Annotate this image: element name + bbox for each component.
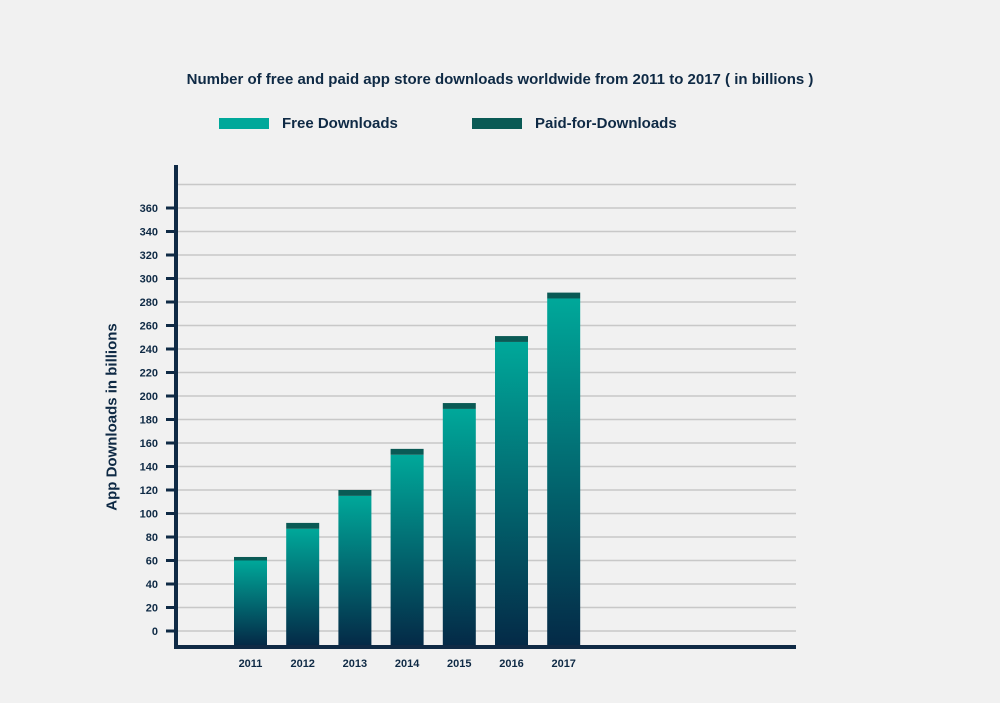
y-tick-label: 240 <box>140 344 158 356</box>
y-tick-label: 40 <box>146 579 158 591</box>
bar-paid-2013 <box>338 490 372 496</box>
y-tick-label: 0 <box>152 626 158 638</box>
bar-free-2011 <box>234 560 267 645</box>
legend-label-paid: Paid-for-Downloads <box>535 115 677 132</box>
y-tick-label: 180 <box>140 415 158 427</box>
y-tick-label: 80 <box>146 532 158 544</box>
bar-paid-2016 <box>495 336 528 342</box>
y-tick-label: 100 <box>140 509 158 521</box>
x-tick-label: 2014 <box>395 658 420 670</box>
legend-item-free-downloads: Free Downloads <box>219 115 398 132</box>
y-tick-label: 220 <box>140 368 158 380</box>
y-tick-label: 280 <box>140 297 158 309</box>
bar-paid-2014 <box>390 448 424 455</box>
x-tick-label: 2016 <box>499 658 523 670</box>
legend-label-free: Free Downloads <box>282 115 398 132</box>
y-tick-label: 200 <box>140 391 158 403</box>
chart-title: Number of free and paid app store downlo… <box>186 71 814 88</box>
x-tick-label: 2015 <box>447 658 471 670</box>
bar-paid-2015 <box>442 403 476 409</box>
y-tick-label: 320 <box>140 250 158 262</box>
legend-swatch-paid <box>472 118 522 129</box>
grid-lines <box>176 183 796 632</box>
legend-item-paid-downloads: Paid-for-Downloads <box>472 115 677 132</box>
x-tick-label: 2011 <box>239 658 263 670</box>
bar-free-2017 <box>547 298 581 645</box>
bars <box>234 292 581 645</box>
bar-free-2013 <box>338 495 372 645</box>
y-tick-label: 340 <box>140 227 158 239</box>
y-tick-label: 20 <box>146 603 158 615</box>
bar-free-2016 <box>495 341 528 645</box>
y-tick-label: 120 <box>140 485 158 497</box>
y-tick-label: 300 <box>140 274 158 286</box>
bar-free-2014 <box>390 454 424 645</box>
y-tick-label: 160 <box>140 438 158 450</box>
bar-paid-2012 <box>286 522 320 529</box>
y-tick-label: 360 <box>140 203 158 215</box>
x-axis-labels: 2011 2012 2013 2014 2015 2016 2017 <box>239 658 576 670</box>
legend-swatch-free <box>219 118 269 129</box>
y-tick-label: 60 <box>146 556 158 568</box>
x-tick-label: 2017 <box>551 658 575 670</box>
x-tick-label: 2012 <box>290 658 314 670</box>
y-axis-ticks: 0 20 40 60 80 100 120 140 160 180 200 220 240 260 280 3… <box>140 203 176 638</box>
bar-paid-2017 <box>547 292 581 299</box>
bar-free-2015 <box>442 408 476 645</box>
y-tick-label: 260 <box>140 321 158 333</box>
x-tick-label: 2013 <box>343 658 367 670</box>
bar-free-2012 <box>286 528 320 645</box>
y-tick-label: 140 <box>140 462 158 474</box>
bar-paid-2011 <box>234 556 267 561</box>
